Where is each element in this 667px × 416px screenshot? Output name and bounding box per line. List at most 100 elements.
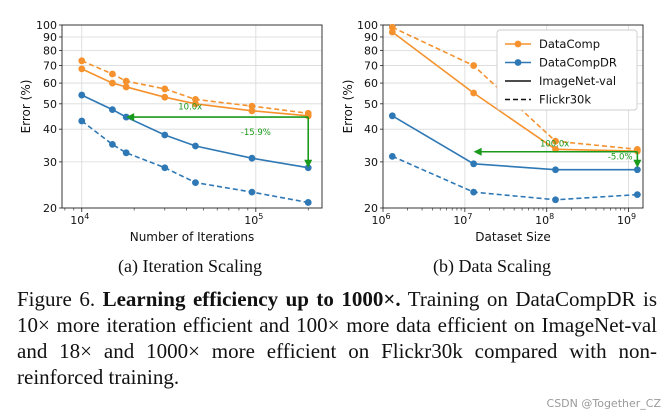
- plot-frame: [61, 24, 323, 209]
- data-point: [109, 106, 116, 114]
- data-point: [470, 188, 478, 196]
- tick-label-y: 90: [364, 31, 378, 44]
- data-point: [248, 188, 256, 196]
- caption-body: Training on DataCompDR is 10× more itera…: [17, 287, 658, 389]
- tick-label-x: 104: [70, 212, 89, 227]
- tick-label-y: 70: [364, 60, 378, 73]
- data-point: [248, 154, 256, 162]
- tick-label-exp: 4: [84, 212, 89, 221]
- tick-label-y: 40: [364, 123, 378, 136]
- tick-label-y: 80: [43, 44, 57, 57]
- tick-label-y: 40: [43, 123, 57, 136]
- data-point: [304, 199, 312, 206]
- tick-label-y: 60: [364, 77, 378, 90]
- subcaption-b: (b) Data Scaling: [433, 256, 551, 276]
- caption-label: Figure 6.: [17, 287, 96, 311]
- annotation-harrow-head: [126, 113, 135, 122]
- tick-label-exp: 6: [385, 212, 390, 221]
- tick-label-y: 90: [43, 31, 57, 44]
- legend-box: [496, 29, 638, 111]
- plot-frame: [382, 24, 644, 209]
- tick-label-y: 20: [43, 202, 57, 215]
- series-line-3: [391, 155, 638, 201]
- subcaption-a: (a) Iteration Scaling: [118, 256, 262, 276]
- data-point: [122, 77, 130, 85]
- data-point: [388, 152, 396, 160]
- data-point: [109, 70, 116, 78]
- tick-label-exp: 5: [258, 212, 263, 221]
- y-axis-label: Error (%): [19, 80, 33, 134]
- data-point: [304, 164, 312, 172]
- data-point: [109, 79, 116, 87]
- series-line-0: [391, 31, 638, 152]
- data-point: [388, 23, 396, 31]
- tick-label-base: 10: [617, 214, 631, 227]
- tick-label-exp: 7: [467, 212, 472, 221]
- tick-label-y: 70: [43, 60, 57, 73]
- tick-label-y: 100: [357, 19, 378, 32]
- tick-label-base: 10: [70, 214, 84, 227]
- series-line-2: [391, 115, 638, 171]
- data-point: [161, 131, 169, 139]
- tick-label-y: 30: [364, 156, 378, 169]
- legend-label: DataComp: [539, 37, 600, 51]
- tick-label-base: 10: [453, 214, 467, 227]
- annotation-label: -5.0%: [608, 153, 633, 163]
- annotation-label: -15.9%: [241, 128, 271, 138]
- data-point: [552, 137, 559, 145]
- x-axis-label: Number of Iterations: [130, 230, 255, 244]
- data-point: [470, 160, 478, 168]
- legend-swatch-marker: [514, 59, 522, 66]
- tick-label-base: 10: [535, 214, 549, 227]
- data-point: [388, 112, 396, 120]
- tick-label-x: 105: [244, 212, 263, 227]
- data-point: [192, 95, 199, 103]
- x-axis-label: Dataset Size: [475, 230, 550, 244]
- tick-label-y: 20: [364, 202, 378, 215]
- legend-label: Flickr30k: [539, 93, 591, 107]
- data-point: [248, 107, 256, 115]
- tick-label-x: 109: [617, 212, 636, 227]
- data-point: [552, 196, 559, 204]
- tick-label-base: 10: [371, 214, 385, 227]
- data-point: [633, 166, 641, 174]
- tick-label-y: 100: [36, 19, 57, 32]
- annotation-harrow-head: [473, 147, 482, 156]
- annotation-label: 100.0x: [540, 140, 569, 150]
- figure-caption: Figure 6. Learning efficiency up to 1000…: [17, 286, 657, 390]
- watermark: CSDN @Together_CZ: [546, 397, 661, 410]
- data-point: [161, 164, 169, 172]
- legend: DataComp DataCompDR ImageNet-val Flickr30k: [496, 29, 638, 111]
- tick-label-y: 50: [43, 98, 57, 111]
- tick-label-x: 107: [453, 212, 472, 227]
- legend-swatch-marker: [514, 40, 522, 48]
- y-axis-label: Error (%): [341, 80, 355, 134]
- tick-label-y: 80: [364, 44, 378, 57]
- data-point: [633, 191, 641, 199]
- legend-label: ImageNet-val: [539, 74, 616, 88]
- tick-label-exp: 8: [549, 212, 554, 221]
- tick-label-x: 106: [371, 212, 390, 227]
- annotation-label: 10.0x: [178, 103, 202, 113]
- annotation-varrow-head: [304, 159, 313, 168]
- data-point: [78, 117, 86, 125]
- tick-label-y: 60: [43, 77, 57, 90]
- data-point: [304, 109, 312, 117]
- data-point: [470, 89, 478, 97]
- tick-label-x: 108: [535, 212, 554, 227]
- data-point: [161, 93, 169, 101]
- data-point: [78, 91, 86, 99]
- data-point: [388, 28, 396, 36]
- data-point: [122, 149, 130, 157]
- data-point: [470, 62, 478, 69]
- caption-title: Learning efficiency up to 1000×.: [102, 287, 401, 311]
- tick-label-base: 10: [244, 214, 258, 227]
- data-point: [109, 140, 116, 148]
- tick-label-exp: 9: [631, 212, 636, 221]
- data-point: [192, 142, 199, 150]
- tick-label-y: 50: [364, 98, 378, 111]
- data-point: [552, 166, 559, 174]
